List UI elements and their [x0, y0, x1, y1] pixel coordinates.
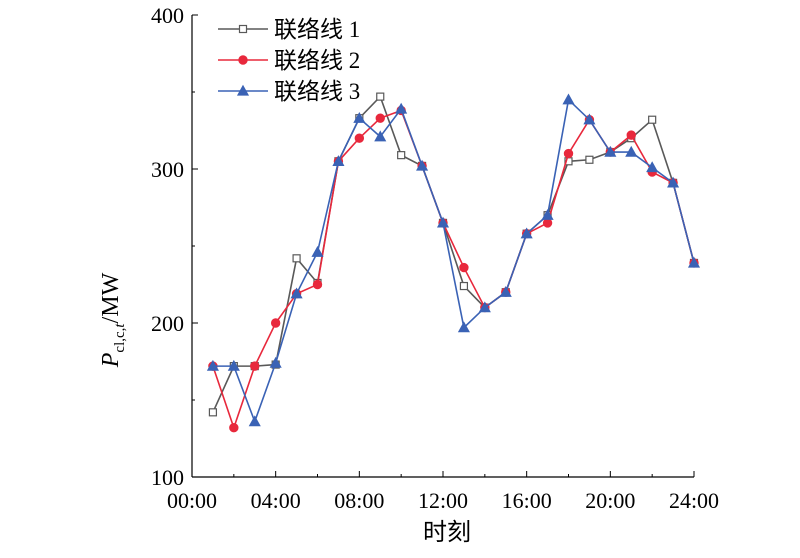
data-point: [354, 133, 365, 143]
data-point: [626, 130, 636, 140]
legend-marker: [238, 24, 248, 34]
data-point: [250, 361, 260, 371]
data-point: [625, 145, 638, 157]
data-point: [520, 227, 533, 239]
data-point: [499, 285, 512, 297]
data-point: [541, 208, 554, 220]
data-point: [311, 245, 324, 257]
axes: [191, 14, 695, 478]
data-point: [585, 155, 594, 164]
data-point: [375, 113, 385, 123]
legend-marker: [236, 84, 250, 96]
data-point: [353, 111, 366, 123]
y-tick-label: 100: [151, 465, 184, 490]
data-point: [332, 155, 345, 166]
data-point: [397, 151, 406, 160]
data-point: [459, 281, 469, 291]
legend-label: 联络线 1: [274, 17, 360, 42]
data-point: [687, 256, 701, 268]
legend-label: 联络线 3: [274, 79, 360, 104]
data-point: [229, 423, 239, 433]
data-point: [290, 287, 303, 299]
data-point: [604, 145, 617, 157]
data-point: [542, 218, 553, 228]
legend-item-2: 联络线 2: [218, 48, 360, 73]
data-point: [227, 359, 240, 371]
data-point: [646, 161, 659, 173]
legend-item-1: 联络线 1: [218, 17, 360, 42]
data-point: [312, 279, 323, 290]
data-point: [459, 262, 469, 273]
series-line: [212, 109, 695, 431]
data-point: [436, 216, 450, 228]
series-3: [206, 93, 701, 427]
x-tick-label: 04:00: [251, 488, 301, 513]
x-tick-label: 16:00: [502, 488, 552, 513]
data-point: [248, 415, 261, 427]
data-point: [667, 176, 680, 188]
data-point: [395, 102, 408, 114]
legend-marker: [238, 55, 248, 65]
legend-item-3: 联络线 3: [218, 79, 360, 104]
tick-labels: 100 200 300 400 00:00 04:00 08:00 12:00 16:00 20:…: [151, 3, 719, 513]
x-tick-label: 08:00: [334, 488, 384, 513]
series-group: [206, 92, 701, 433]
data-point: [208, 408, 218, 417]
data-point: [374, 130, 387, 142]
y-tick-label: 200: [151, 311, 184, 336]
y-tick-label: 300: [151, 157, 184, 182]
data-point: [269, 356, 282, 368]
data-point: [648, 115, 657, 124]
y-tick-label: 400: [151, 3, 184, 28]
x-tick-label: 12:00: [418, 488, 468, 513]
data-point: [376, 92, 385, 101]
data-point: [292, 254, 301, 263]
y-axis-title: Pcl,c,t/MW: [98, 272, 128, 368]
x-tick-label: 20:00: [585, 488, 635, 513]
x-tick-label: 00:00: [167, 488, 217, 513]
data-point: [206, 359, 219, 371]
legend-label: 联络线 2: [274, 48, 360, 73]
series-line: [212, 95, 695, 413]
x-tick-label: 24:00: [669, 488, 719, 513]
x-axis-title: 时刻: [423, 519, 471, 546]
data-point: [416, 159, 429, 171]
legend: 联络线 1 联络线 2 联络线 3: [218, 17, 360, 104]
data-point: [478, 301, 491, 313]
data-point: [270, 318, 281, 328]
data-point: [562, 93, 575, 105]
series-line: [212, 98, 695, 424]
data-point: [583, 113, 596, 125]
series-2: [208, 105, 699, 433]
data-point: [563, 148, 574, 159]
data-point: [457, 321, 470, 333]
